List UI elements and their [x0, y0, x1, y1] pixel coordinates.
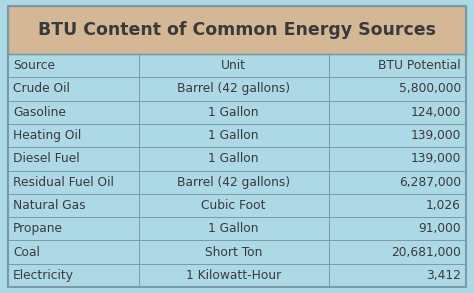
Text: 6,287,000: 6,287,000 [399, 176, 461, 189]
Text: Short Ton: Short Ton [205, 246, 262, 258]
Bar [8, 6, 466, 54]
Text: Crude Oil: Crude Oil [13, 82, 70, 96]
Text: BTU Content of Common Energy Sources: BTU Content of Common Energy Sources [38, 21, 436, 39]
Text: BTU Potential: BTU Potential [378, 59, 461, 72]
Text: 1 Gallon: 1 Gallon [208, 106, 259, 119]
Text: Gasoline: Gasoline [13, 106, 66, 119]
Text: Propane: Propane [13, 222, 63, 235]
Text: 1,026: 1,026 [426, 199, 461, 212]
Bar [8, 54, 466, 287]
Text: Cubic Foot: Cubic Foot [201, 199, 266, 212]
Text: 91,000: 91,000 [419, 222, 461, 235]
Text: 1 Gallon: 1 Gallon [208, 152, 259, 165]
Text: Residual Fuel Oil: Residual Fuel Oil [13, 176, 114, 189]
Text: Source: Source [13, 59, 55, 72]
Text: 1 Kilowatt-Hour: 1 Kilowatt-Hour [186, 269, 281, 282]
Text: 1 Gallon: 1 Gallon [208, 129, 259, 142]
Text: Diesel Fuel: Diesel Fuel [13, 152, 80, 165]
Text: Unit: Unit [221, 59, 246, 72]
Text: 124,000: 124,000 [410, 106, 461, 119]
Text: Heating Oil: Heating Oil [13, 129, 81, 142]
Text: 5,800,000: 5,800,000 [399, 82, 461, 96]
Text: 20,681,000: 20,681,000 [391, 246, 461, 258]
Text: 1 Gallon: 1 Gallon [208, 222, 259, 235]
Text: Natural Gas: Natural Gas [13, 199, 86, 212]
Text: Coal: Coal [13, 246, 40, 258]
Text: Electricity: Electricity [13, 269, 74, 282]
Text: 3,412: 3,412 [426, 269, 461, 282]
Text: Barrel (42 gallons): Barrel (42 gallons) [177, 82, 290, 96]
Text: 139,000: 139,000 [410, 152, 461, 165]
Text: 139,000: 139,000 [410, 129, 461, 142]
Text: Barrel (42 gallons): Barrel (42 gallons) [177, 176, 290, 189]
